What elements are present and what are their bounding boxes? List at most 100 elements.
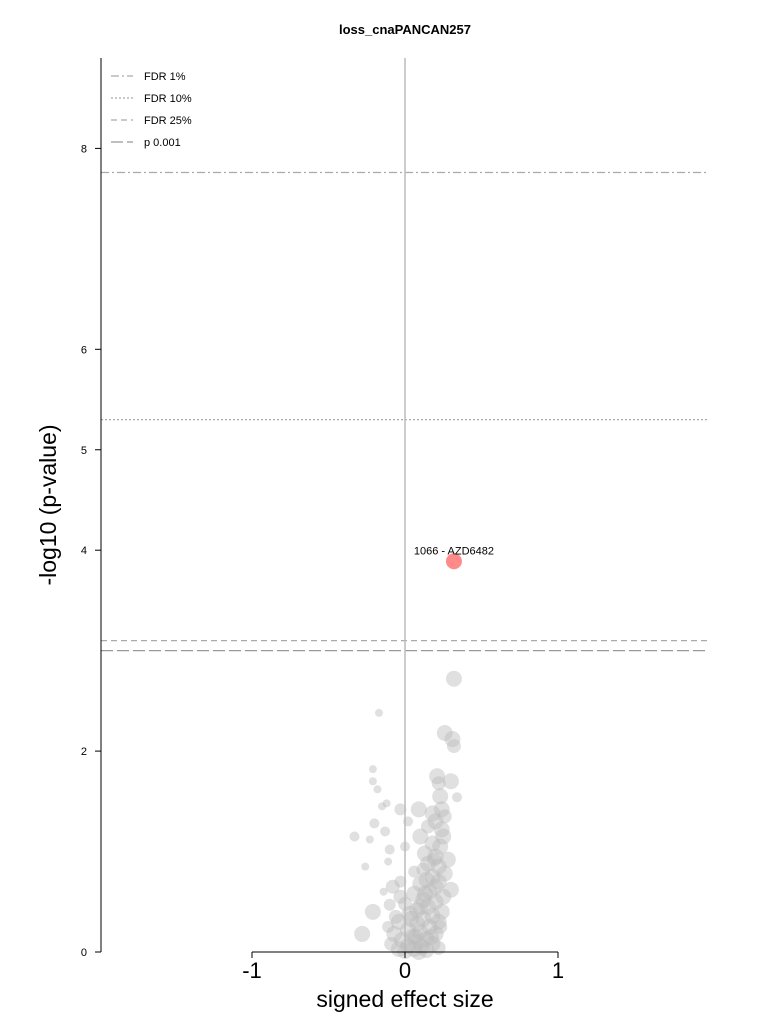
data-point [410,801,427,818]
data-point [418,941,435,958]
data-point [427,925,444,942]
data-point [444,731,461,748]
data-point [423,928,440,945]
data-point [409,933,426,950]
y-tick-label: 2 [81,746,87,758]
data-point [436,725,453,742]
data-point [412,898,429,915]
x-tick-label: 1 [552,958,564,983]
data-point [416,862,431,877]
data-point [420,819,435,834]
data-point [435,888,452,905]
data-point [435,828,452,845]
data-point [380,826,391,837]
data-point [418,930,435,947]
data-point [430,873,447,890]
data-point [382,920,395,933]
data-point [365,835,374,844]
y-tick-label: 0 [81,947,87,959]
data-point [393,931,410,948]
data-point [433,821,450,838]
data-point [427,848,444,865]
data-points [349,670,463,960]
data-point [445,670,462,687]
data-point [379,887,388,896]
data-point [424,835,441,852]
data-point [408,865,421,878]
x-tick-label: 0 [399,958,411,983]
data-point [349,831,360,842]
data-point [398,896,412,911]
y-tick-label: 4 [81,545,87,557]
data-point [427,893,444,910]
data-point [416,845,433,862]
legend-label: FDR 25% [144,115,192,127]
x-axis-label: signed effect size [316,986,493,1012]
data-point [418,871,435,888]
data-point [424,935,441,952]
data-point [429,768,446,785]
data-point [400,841,410,852]
data-point [384,844,395,855]
legend-label: p 0.001 [144,137,181,149]
data-point [431,940,446,955]
data-point [415,910,432,927]
data-point [388,909,403,924]
data-point [442,881,459,898]
data-point [412,923,429,940]
y-tick-label: 8 [81,143,87,155]
data-point [442,773,459,790]
data-point [394,875,407,888]
data-point [384,936,399,951]
data-point [452,792,463,803]
data-point [424,907,441,924]
data-point [390,940,407,957]
data-point [368,765,377,774]
data-point [354,925,371,942]
data-point [432,838,449,855]
data-point [439,851,456,868]
data-point [437,809,452,824]
y-axis-label: -log10 (p-value) [35,424,61,585]
data-point [393,889,408,904]
data-point [378,802,387,811]
data-point [368,777,377,786]
highlighted-point-group: 1066 - AZD6482 [414,545,494,570]
data-point [394,803,407,816]
data-point [430,858,447,875]
data-point [385,879,400,894]
data-point [432,788,449,805]
data-point [433,903,450,920]
chart-title: loss_cnaPANCAN257 [339,22,471,37]
data-point [403,910,420,927]
data-point [386,925,403,942]
data-point [407,928,424,945]
data-point [413,938,430,955]
x-tick-label: -1 [242,958,262,983]
data-point [409,915,426,932]
data-point [403,816,414,827]
data-point [412,875,429,892]
data-point [436,865,453,882]
data-point [427,813,444,830]
data-point [373,785,382,794]
legend-label: FDR 1% [144,71,186,83]
data-point [419,898,436,915]
data-point [401,905,418,922]
legend-label: FDR 10% [144,93,192,105]
data-point [427,878,444,895]
data-point [433,919,448,934]
data-point [433,801,450,818]
legend: FDR 1% FDR 10% FDR 25% p 0.001 [111,71,192,149]
data-point [419,855,436,872]
data-point [400,937,417,954]
data-point [409,901,426,918]
data-point [415,891,432,908]
data-point [416,885,433,902]
highlighted-point [445,553,462,570]
data-point [406,940,423,957]
data-point [364,903,381,920]
data-point [383,898,396,911]
highlighted-point-label: 1066 - AZD6482 [414,545,494,557]
